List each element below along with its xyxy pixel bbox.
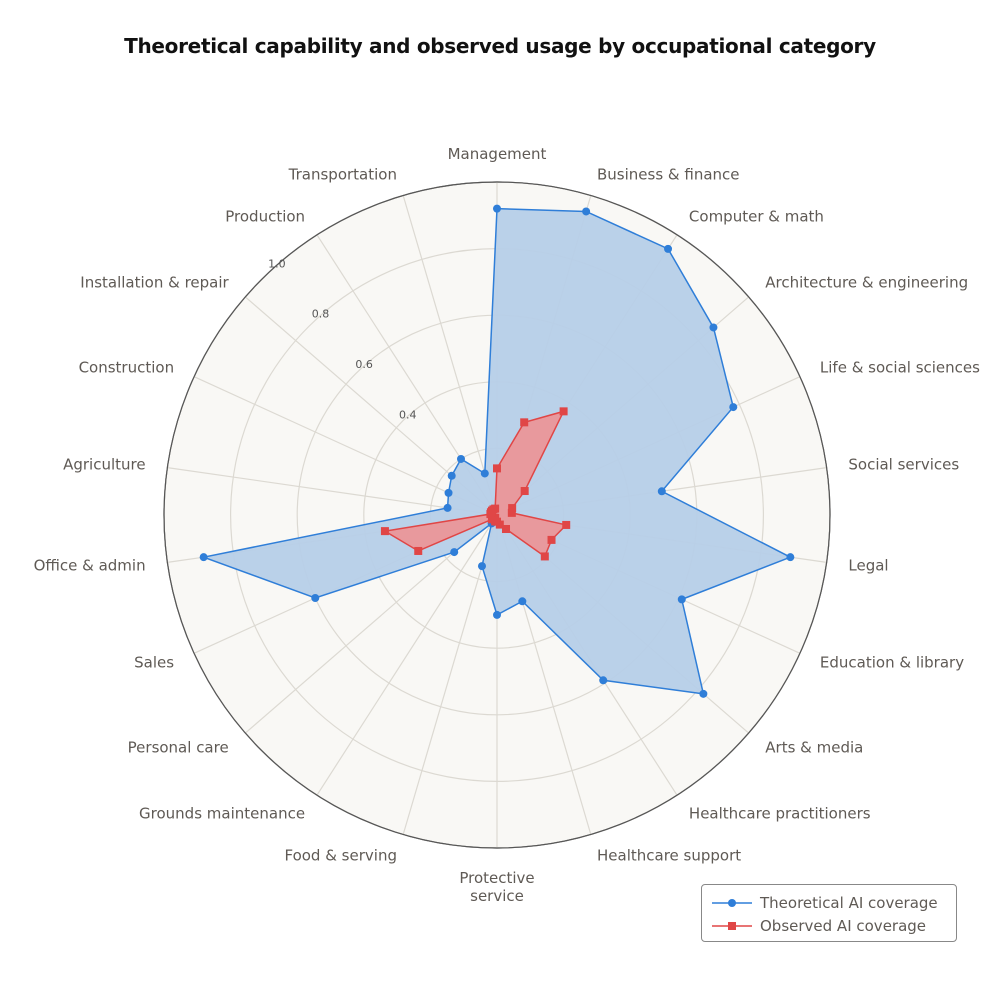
category-label: Agriculture: [63, 455, 146, 473]
data-point: [507, 508, 516, 517]
legend-item-observed: Observed AI coverage: [712, 916, 926, 936]
category-label: Social services: [848, 455, 959, 473]
data-point: [677, 595, 686, 604]
legend: Theoretical AI coverage Observed AI cove…: [701, 884, 957, 942]
category-label: Healthcare support: [597, 847, 741, 865]
data-point: [414, 546, 423, 555]
chart-title: Theoretical capability and observed usag…: [124, 34, 876, 58]
spoke-line: [167, 467, 498, 516]
data-point: [547, 535, 556, 544]
category-label: Arts & media: [765, 738, 863, 756]
category-label: Transportation: [288, 165, 397, 183]
category-label: Production: [225, 207, 305, 225]
data-point: [729, 403, 738, 412]
data-point: [447, 471, 456, 480]
outer-ring: [163, 181, 831, 849]
category-label: Computer & math: [689, 207, 824, 225]
data-point: [487, 515, 496, 524]
spoke-line: [316, 514, 498, 796]
category-label: Personal care: [128, 738, 229, 756]
category-label: Grounds maintenance: [139, 805, 305, 823]
data-point: [699, 689, 708, 698]
category-label: Legal: [848, 557, 888, 575]
data-point: [456, 454, 465, 463]
category-label: Healthcare practitioners: [689, 805, 871, 823]
category-label: Business & finance: [597, 165, 740, 183]
radial-tick-label: 0.8: [312, 308, 330, 321]
category-label: Management: [448, 145, 547, 163]
data-point: [380, 527, 389, 536]
data-point: [664, 244, 673, 253]
category-label: Education & library: [820, 653, 964, 671]
data-point: [657, 487, 666, 496]
data-point: [520, 487, 529, 496]
radial-tick-label: 0.6: [355, 358, 373, 371]
radial-tick-label: 0.4: [399, 408, 417, 421]
data-point: [450, 548, 459, 557]
data-point: [477, 562, 486, 571]
category-label: Architecture & engineering: [765, 274, 968, 292]
data-point: [562, 520, 571, 529]
data-point: [582, 207, 591, 216]
data-point: [444, 488, 453, 497]
data-point: [311, 593, 320, 602]
data-point: [599, 676, 608, 685]
square-marker-icon: [712, 922, 752, 930]
legend-label: Theoretical AI coverage: [760, 894, 938, 912]
data-point: [493, 464, 501, 473]
data-point: [493, 610, 501, 619]
radial-tick-label: 1.0: [268, 257, 286, 270]
spoke-line: [402, 195, 498, 516]
category-label: Life & social sciences: [820, 359, 980, 377]
data-point: [559, 407, 568, 416]
data-point: [518, 597, 527, 606]
circle-marker-icon: [712, 899, 752, 907]
category-label: Sales: [134, 653, 174, 671]
data-point: [493, 204, 501, 213]
data-point: [502, 525, 511, 534]
data-point: [540, 552, 549, 561]
legend-item-theoretical: Theoretical AI coverage: [712, 893, 938, 913]
data-point: [520, 418, 529, 427]
category-label: Construction: [79, 359, 175, 377]
data-point: [443, 503, 452, 512]
data-point: [508, 504, 517, 513]
data-point: [199, 553, 208, 562]
data-point: [491, 504, 500, 513]
legend-label: Observed AI coverage: [760, 917, 927, 935]
data-point: [786, 553, 795, 562]
category-label: Food & serving: [284, 847, 397, 865]
category-label: Protective service: [459, 869, 534, 905]
data-point: [709, 323, 718, 332]
category-label: Installation & repair: [80, 274, 229, 292]
data-point: [480, 469, 489, 478]
category-label: Office & admin: [34, 557, 146, 575]
